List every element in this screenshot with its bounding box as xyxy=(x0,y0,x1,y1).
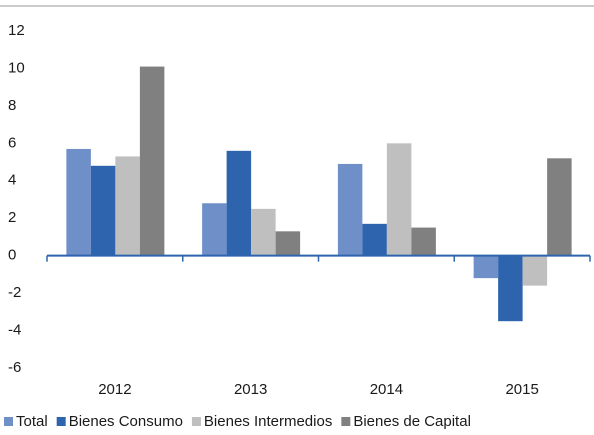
legend-swatch xyxy=(4,417,13,426)
bar xyxy=(275,231,301,256)
bar xyxy=(66,148,91,256)
legend-swatch xyxy=(56,417,66,426)
bar xyxy=(386,143,412,256)
bar xyxy=(115,156,140,256)
bar xyxy=(251,208,276,256)
x-tick-label: 2013 xyxy=(234,381,267,398)
x-tick-label: 2014 xyxy=(370,381,403,398)
legend-label: Bienes Intermedios xyxy=(204,413,332,430)
y-tick-label: -6 xyxy=(8,359,21,376)
y-tick-label: -2 xyxy=(8,284,21,301)
bar xyxy=(362,223,387,256)
bar xyxy=(547,158,572,256)
bar xyxy=(90,165,116,256)
y-tick-label: 10 xyxy=(8,59,25,76)
bar xyxy=(473,255,499,279)
y-tick-label: 6 xyxy=(8,134,16,151)
legend-swatch xyxy=(191,417,201,426)
y-tick-label: -4 xyxy=(8,322,21,339)
bar xyxy=(226,150,252,256)
bar xyxy=(498,255,523,322)
y-tick-label: 12 xyxy=(8,22,25,39)
y-tick-label: 4 xyxy=(8,172,16,189)
x-tick-label: 2015 xyxy=(505,381,538,398)
y-tick-label: 0 xyxy=(8,247,16,264)
bar xyxy=(522,255,548,286)
bar xyxy=(411,227,436,256)
bar xyxy=(337,163,363,256)
bar xyxy=(139,66,165,256)
y-tick-label: 8 xyxy=(8,97,16,114)
legend-label: Bienes Consumo xyxy=(69,413,183,430)
legend-label: Total xyxy=(16,413,48,430)
bar xyxy=(202,203,227,256)
x-tick-label: 2012 xyxy=(98,381,131,398)
legend-label: Bienes de Capital xyxy=(353,413,471,430)
legend-swatch xyxy=(341,417,351,426)
y-tick-label: 2 xyxy=(8,209,16,226)
